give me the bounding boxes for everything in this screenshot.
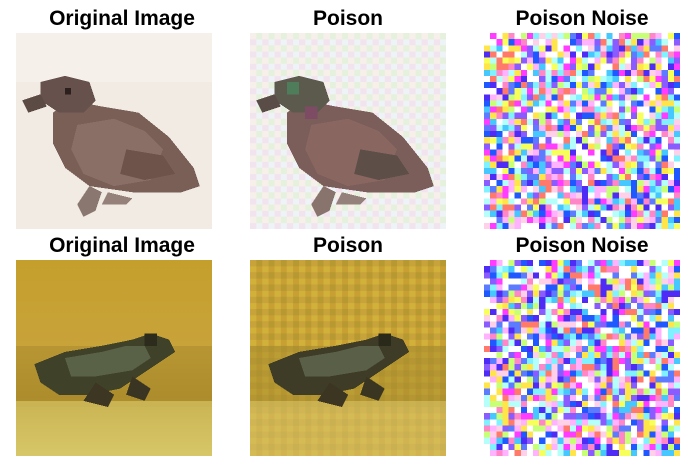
noise-grid-2 xyxy=(484,260,680,456)
duck-poison-image xyxy=(250,33,446,229)
row2-poison-image xyxy=(250,260,446,456)
row2-poison-noise-title: Poison Noise xyxy=(515,234,649,257)
row2-original-image xyxy=(16,260,212,456)
frog-poison-image xyxy=(250,260,446,456)
frog-original-image xyxy=(16,260,212,456)
row1-original-image xyxy=(16,33,212,229)
row1-poison-noise-title: Poison Noise xyxy=(515,7,649,30)
row2-poison-noise-image xyxy=(484,260,680,456)
row1-poison-image xyxy=(250,33,446,229)
duck-original-image xyxy=(16,33,212,229)
noise-grid-1 xyxy=(484,33,680,229)
row2-poison-title: Poison xyxy=(312,234,383,257)
row1-poison-title: Poison xyxy=(312,7,383,30)
row1-original-title: Original Image xyxy=(49,7,195,30)
row2-original-title: Original Image xyxy=(49,234,195,257)
row1-poison-noise-image xyxy=(484,33,680,229)
